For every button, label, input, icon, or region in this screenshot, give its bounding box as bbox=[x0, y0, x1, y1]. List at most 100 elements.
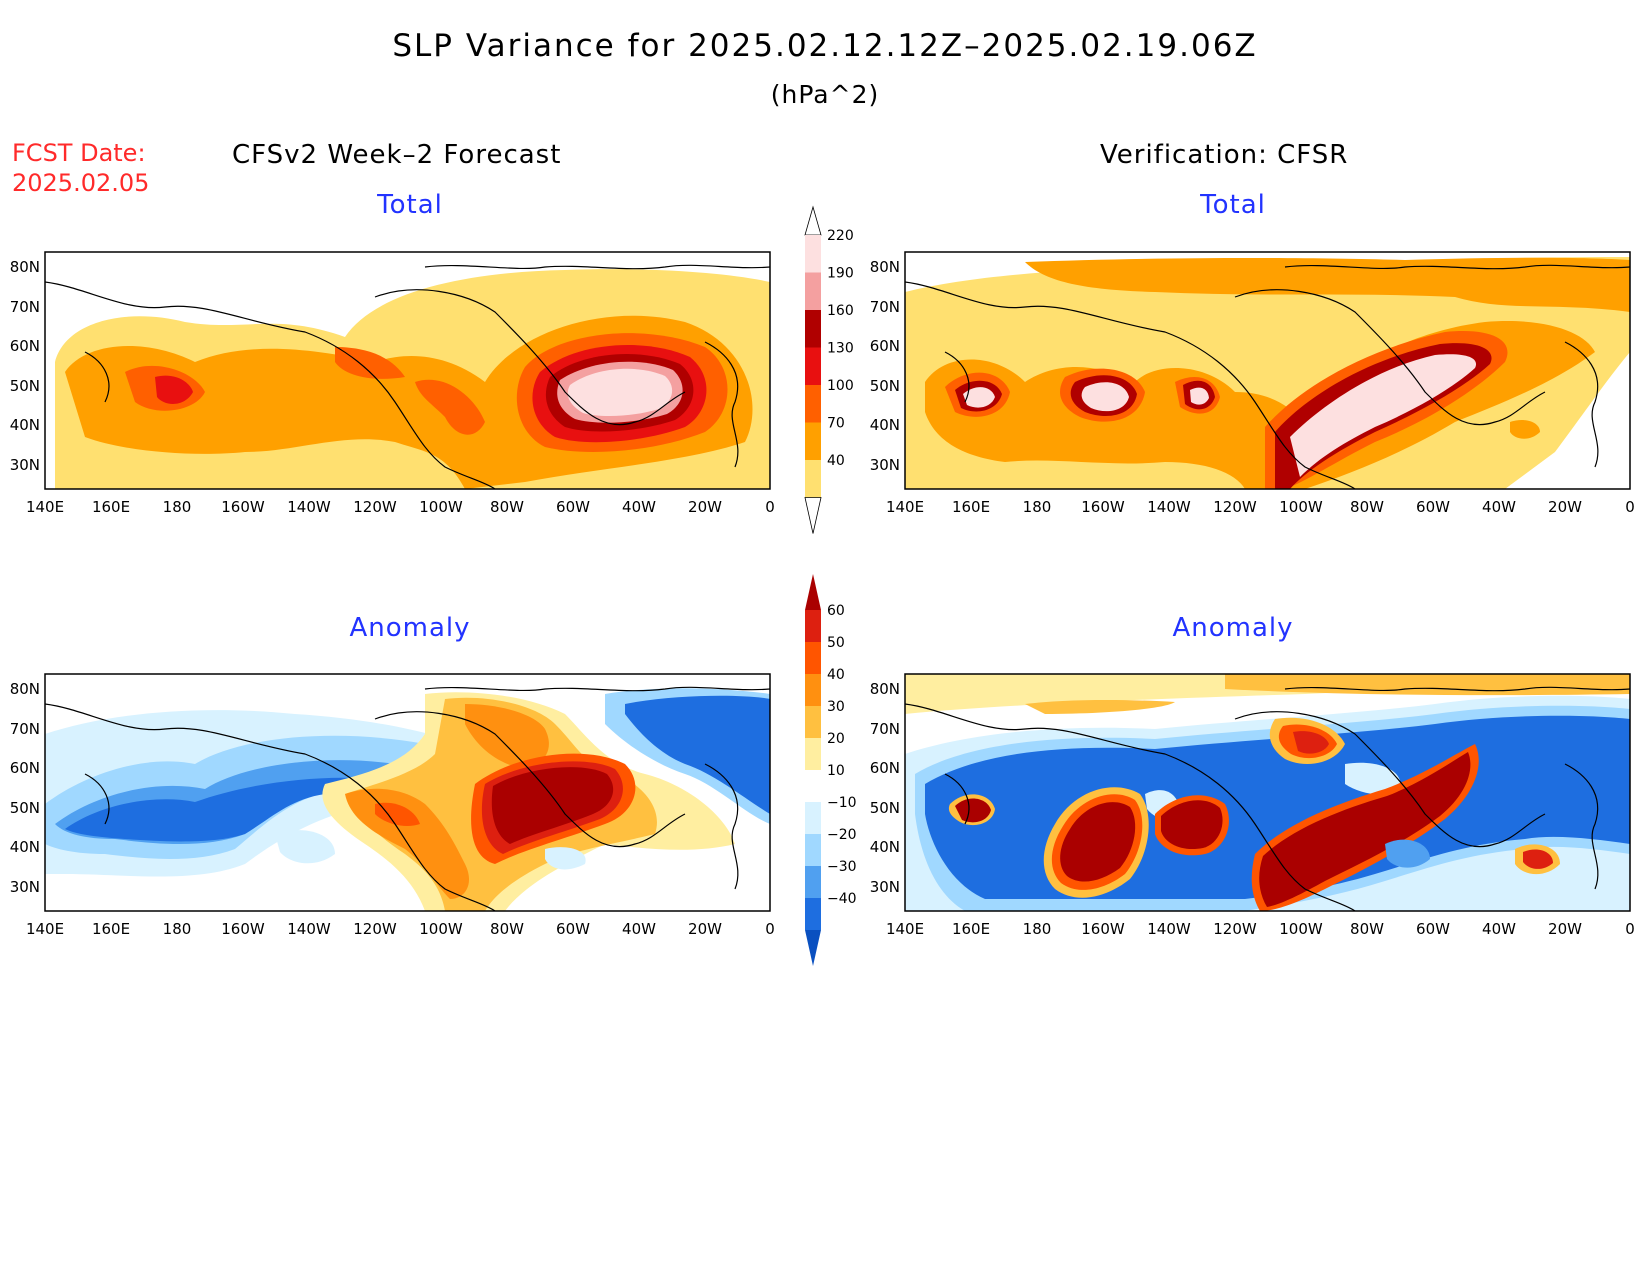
lon-label: 80W bbox=[490, 920, 524, 938]
lon-label: 0 bbox=[1625, 920, 1635, 938]
lon-label: 0 bbox=[765, 920, 775, 938]
colorbar-anomaly-swatch bbox=[805, 898, 821, 930]
colorbar-anomaly-swatch bbox=[805, 834, 821, 866]
lat-label: 80N bbox=[10, 680, 40, 698]
colorbar-anomaly-label: 60 bbox=[827, 603, 845, 619]
lat-label: 50N bbox=[870, 377, 900, 395]
colorbar-total: 220 190 160 130 100 70 40 bbox=[795, 205, 865, 535]
lat-label: 80N bbox=[870, 258, 900, 276]
lat-label: 70N bbox=[10, 298, 40, 316]
colorbar-anomaly: 60 50 40 30 20 10 −10 −20 −30 −40 bbox=[795, 572, 865, 1022]
lat-label: 70N bbox=[870, 298, 900, 316]
lat-label: 70N bbox=[10, 720, 40, 738]
lon-label: 60W bbox=[1416, 498, 1450, 516]
lon-label: 160E bbox=[92, 498, 130, 516]
lat-label: 50N bbox=[10, 799, 40, 817]
lon-label: 80W bbox=[1350, 920, 1384, 938]
lon-label: 120W bbox=[1213, 920, 1257, 938]
colorbar-anomaly-swatch bbox=[805, 610, 821, 642]
lon-label: 160W bbox=[1081, 498, 1125, 516]
colorbar-total-label: 70 bbox=[827, 416, 845, 432]
figure-title: SLP Variance for 2025.02.12.12Z–2025.02.… bbox=[392, 28, 1258, 64]
coastlines bbox=[44, 686, 771, 912]
colorbar-total-label: 220 bbox=[827, 228, 854, 244]
coastlines bbox=[904, 686, 1631, 912]
lon-label: 140W bbox=[287, 498, 331, 516]
lon-axis-labels: 140E 160E 180 160W 140W 120W 100W 80W 60… bbox=[886, 498, 1635, 516]
lat-label: 80N bbox=[870, 680, 900, 698]
coastlines bbox=[904, 264, 1631, 490]
colorbar-anomaly-swatch bbox=[805, 802, 821, 834]
colorbar-total-label: 160 bbox=[827, 303, 854, 319]
lat-label: 70N bbox=[870, 720, 900, 738]
lon-label: 160W bbox=[221, 498, 265, 516]
figure-units: (hPa^2) bbox=[770, 80, 880, 109]
lat-axis-labels: 80N 70N 60N 50N 40N 30N bbox=[10, 258, 40, 474]
lon-label: 140E bbox=[26, 920, 64, 938]
lon-label: 40W bbox=[622, 920, 656, 938]
lat-label: 60N bbox=[10, 759, 40, 777]
map-verification-anomaly-canvas: 80N 70N 60N 50N 40N 30N 140E 160E 180 16… bbox=[870, 673, 1635, 938]
colorbar-anomaly-top-cap bbox=[805, 574, 821, 610]
lon-label: 40W bbox=[1482, 498, 1516, 516]
lon-label: 60W bbox=[1416, 920, 1450, 938]
colorbar-total-swatch bbox=[805, 310, 821, 348]
lon-label: 140E bbox=[886, 920, 924, 938]
lon-axis-labels: 140E 160E 180 160W 140W 120W 100W 80W 60… bbox=[886, 920, 1635, 938]
lon-label: 160E bbox=[952, 498, 990, 516]
colorbar-anomaly-swatch bbox=[805, 770, 821, 802]
panel-title-forecast-anomaly: Anomaly bbox=[349, 613, 471, 643]
colorbar-anomaly-label: 10 bbox=[827, 763, 845, 779]
colorbar-anomaly-bottom-cap bbox=[805, 930, 821, 966]
colorbar-total-label: 40 bbox=[827, 453, 845, 469]
colorbar-total-canvas: 220 190 160 130 100 70 40 bbox=[804, 205, 854, 534]
colorbar-total-swatch bbox=[805, 272, 821, 310]
panel-title-verification-anomaly: Anomaly bbox=[1172, 613, 1294, 643]
colorbar-anomaly-label: 20 bbox=[827, 731, 845, 747]
colorbar-anomaly-swatch bbox=[805, 738, 821, 770]
lat-label: 60N bbox=[870, 337, 900, 355]
lon-label: 160E bbox=[92, 920, 130, 938]
map-verification-total-canvas: 80N 70N 60N 50N 40N 30N 140E 160E 180 16… bbox=[870, 251, 1635, 516]
anomaly-contours bbox=[905, 674, 1630, 911]
colorbar-total-label: 130 bbox=[827, 341, 854, 357]
colorbar-anomaly-swatch bbox=[805, 674, 821, 706]
colorbar-total-swatch bbox=[805, 385, 821, 423]
map-forecast-anomaly-canvas: 80N 70N 60N 50N 40N 30N 140E 160E 180 16… bbox=[10, 673, 775, 938]
lon-label: 140E bbox=[26, 498, 64, 516]
colorbar-anomaly-canvas: 60 50 40 30 20 10 −10 −20 −30 −40 bbox=[805, 574, 857, 966]
colorbar-total-swatch bbox=[805, 235, 821, 273]
lon-axis-labels: 140E 160E 180 160W 140W 120W 100W 80W 60… bbox=[26, 920, 775, 938]
anomaly-contours bbox=[45, 688, 770, 911]
lat-axis-labels: 80N 70N 60N 50N 40N 30N bbox=[870, 258, 900, 474]
lon-label: 100W bbox=[419, 498, 463, 516]
variance-contours bbox=[55, 269, 770, 489]
lat-label: 30N bbox=[10, 878, 40, 896]
lon-label: 120W bbox=[1213, 498, 1257, 516]
lon-label: 20W bbox=[1548, 920, 1582, 938]
lon-label: 140W bbox=[1147, 920, 1191, 938]
lat-label: 50N bbox=[870, 799, 900, 817]
map-forecast-total: 80N 70N 60N 50N 40N 30N 140E 160E 180 16… bbox=[0, 240, 790, 530]
lat-label: 40N bbox=[870, 416, 900, 434]
colorbar-anomaly-swatch bbox=[805, 642, 821, 674]
map-forecast-anomaly: 80N 70N 60N 50N 40N 30N 140E 160E 180 16… bbox=[0, 662, 790, 952]
verification-column-heading: Verification: CFSR bbox=[1100, 140, 1349, 170]
lon-label: 0 bbox=[1625, 498, 1635, 516]
lat-label: 30N bbox=[870, 878, 900, 896]
colorbar-anomaly-swatch bbox=[805, 706, 821, 738]
panel-title-verification-total: Total bbox=[1200, 190, 1266, 220]
lat-axis-labels: 80N 70N 60N 50N 40N 30N bbox=[870, 680, 900, 896]
lat-label: 80N bbox=[10, 258, 40, 276]
colorbar-anomaly-swatch bbox=[805, 866, 821, 898]
lon-label: 100W bbox=[1279, 920, 1323, 938]
lon-label: 80W bbox=[1350, 498, 1384, 516]
colorbar-total-swatch bbox=[805, 422, 821, 460]
coastlines bbox=[44, 264, 771, 490]
forecast-date: FCST Date: 2025.02.05 bbox=[12, 138, 149, 198]
lat-label: 40N bbox=[870, 838, 900, 856]
lon-label: 40W bbox=[622, 498, 656, 516]
lat-label: 60N bbox=[870, 759, 900, 777]
lat-label: 30N bbox=[870, 456, 900, 474]
lon-label: 180 bbox=[163, 498, 192, 516]
